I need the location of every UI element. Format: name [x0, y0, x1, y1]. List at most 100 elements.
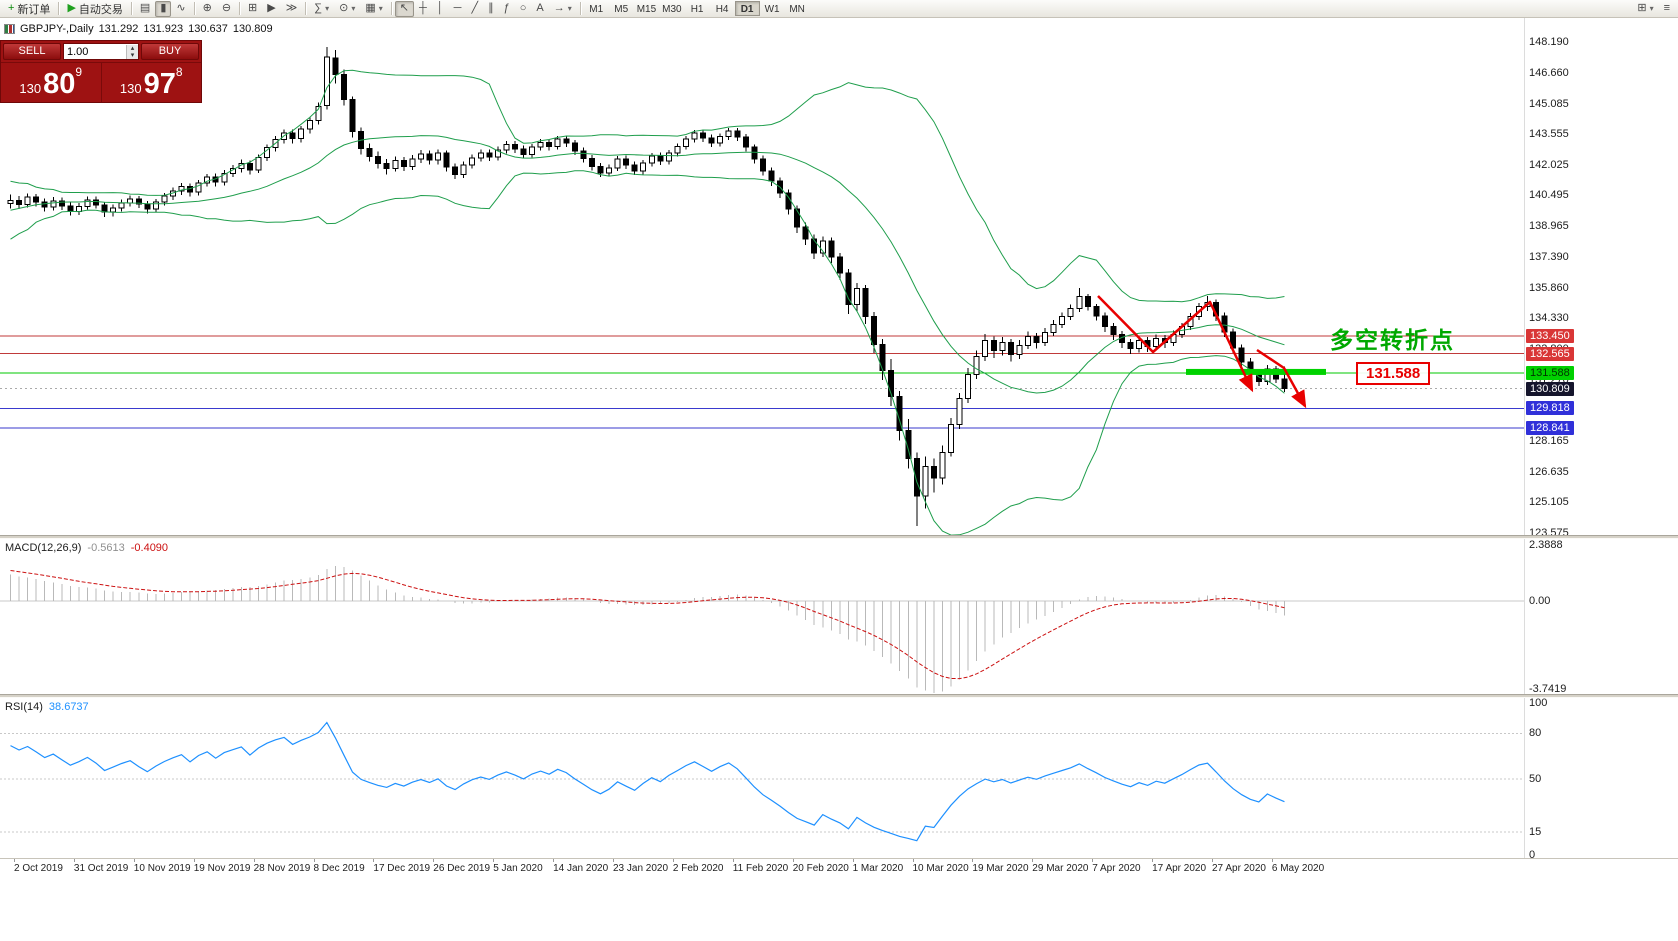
- time-label: 29 Mar 2020: [1032, 863, 1089, 874]
- lot-size-field[interactable]: ▴▾: [63, 43, 139, 60]
- trade-widget-prices: 130 80 9 130 97 8: [1, 62, 201, 102]
- price-axis[interactable]: 148.190 146.660 145.085 143.555 142.025 140.4…: [1524, 18, 1678, 539]
- macd-chart[interactable]: [0, 539, 1524, 694]
- autotrading-button-label: 自动交易: [78, 3, 123, 16]
- timeframe-button-h1[interactable]: H1: [690, 4, 704, 15]
- sell-price[interactable]: 130 80 9: [1, 63, 101, 102]
- fibonacci-button[interactable]: ƒ: [499, 1, 515, 17]
- autotrading-play-icon: ▶: [67, 2, 76, 14]
- time-label: 23 Jan 2020: [613, 863, 669, 874]
- zoom-out-button[interactable]: ⊖: [217, 1, 236, 17]
- clock-icon: ⊙: [339, 2, 349, 14]
- price-chart-pane[interactable]: GBPJPY-,Daily 131.292 131.923 130.637 13…: [0, 18, 1678, 539]
- timeframe-button-mn[interactable]: MN: [789, 4, 805, 15]
- time-label: 5 Jan 2020: [493, 863, 543, 874]
- zoom-in-button[interactable]: ⊕: [198, 1, 217, 17]
- timeframe-button-m5[interactable]: M5: [614, 4, 629, 15]
- auto-scroll-icon: ▶: [267, 2, 276, 14]
- autotrading-button[interactable]: ▶ 自动交易: [62, 1, 127, 17]
- bars-chart-button[interactable]: ▤: [135, 1, 155, 17]
- window-list-button[interactable]: ≡: [1659, 1, 1675, 17]
- cursor-button[interactable]: ↖: [394, 0, 414, 17]
- pane-divider[interactable]: [0, 535, 1678, 539]
- chevron-down-icon: ▾: [351, 4, 356, 13]
- time-label: 8 Dec 2019: [313, 863, 365, 874]
- chart-shift-button[interactable]: ≫: [281, 1, 303, 17]
- zoom-out-icon: ⊖: [221, 2, 232, 14]
- lot-size-input[interactable]: [64, 45, 126, 58]
- templates-button[interactable]: ▦ ▾: [360, 1, 387, 17]
- macd-tick-label: -3.7419: [1529, 682, 1567, 695]
- macd-histogram: [10, 566, 1285, 693]
- timeframe-button-h4[interactable]: H4: [715, 4, 729, 15]
- indicators-button[interactable]: ∑ ▾: [309, 1, 334, 17]
- tile-windows-icon: ⊞: [248, 2, 258, 14]
- channel-icon: ∥: [488, 2, 494, 14]
- pane-divider[interactable]: [0, 694, 1678, 698]
- trendline-button[interactable]: ╱: [466, 1, 483, 17]
- one-click-trading-panel: SELL ▴▾ BUY 130 80 9 130 97 8: [0, 40, 202, 103]
- price-tick-label: 146.660: [1529, 66, 1569, 79]
- trend-arrow[interactable]: [1097, 295, 1254, 393]
- time-label: 20 Feb 2020: [792, 863, 849, 874]
- time-axis[interactable]: 2 Oct 2019 31 Oct 2019 10 Nov 2019 19 Nov 2…: [0, 858, 1678, 878]
- chevron-down-icon: ▾: [325, 4, 330, 13]
- symbol-info-line: GBPJPY-,Daily 131.292 131.923 130.637 13…: [4, 23, 273, 35]
- bollinger-bands: [10, 69, 1285, 535]
- ohlc-open: 131.292: [98, 23, 139, 35]
- candlestick-chart[interactable]: [0, 18, 1524, 535]
- trend-arrow[interactable]: [1256, 348, 1307, 409]
- periods-button[interactable]: ⊙ ▾: [334, 1, 360, 17]
- macd-label: MACD(12,26,9) -0.5613 -0.4090: [5, 542, 168, 554]
- buy-price[interactable]: 130 97 8: [102, 63, 202, 102]
- auto-scroll-button[interactable]: ▶: [262, 1, 280, 17]
- rsi-value: 38.6737: [48, 701, 89, 713]
- tile-windows-button[interactable]: ⊞: [243, 1, 262, 17]
- channel-button[interactable]: ∥: [483, 1, 499, 17]
- vertical-line-button[interactable]: │: [432, 1, 449, 17]
- timeframe-button-m15[interactable]: M15: [636, 4, 657, 15]
- time-label: 19 Nov 2019: [193, 863, 251, 874]
- horizontal-line-button[interactable]: ─: [449, 1, 467, 17]
- arrows-button[interactable]: → ▾: [549, 1, 577, 17]
- turning-point-label[interactable]: 多空转折点: [1330, 327, 1455, 353]
- price-tick-label: 135.860: [1529, 281, 1569, 294]
- window-list-icon: ≡: [1663, 2, 1670, 14]
- spinner-up-icon[interactable]: ▴: [127, 44, 138, 52]
- time-label: 6 May 2020: [1271, 863, 1325, 874]
- time-label: 10 Mar 2020: [912, 863, 969, 874]
- time-tick: [1271, 859, 1273, 862]
- line-price-tag: 131.588: [1526, 366, 1574, 381]
- timeframe-button-d1[interactable]: D1: [734, 1, 760, 16]
- zoom-in-icon: ⊕: [202, 2, 212, 14]
- price-callout-box[interactable]: 131.588: [1356, 362, 1431, 385]
- time-tick: [912, 859, 914, 862]
- time-tick: [1212, 859, 1213, 862]
- new-order-button[interactable]: + 新订单: [3, 1, 55, 17]
- sell-button[interactable]: SELL: [3, 43, 61, 60]
- line-chart-button[interactable]: ∿: [171, 1, 190, 17]
- trend-annotations[interactable]: [1097, 295, 1326, 409]
- shapes-button[interactable]: ○: [515, 1, 532, 17]
- spinner-down-icon[interactable]: ▾: [127, 51, 138, 59]
- candles-chart-button[interactable]: ▮: [155, 0, 172, 17]
- crosshair-button[interactable]: ┼: [414, 1, 432, 17]
- rsi-chart[interactable]: [0, 698, 1524, 858]
- new-chart-button[interactable]: ⊞ ▾: [1632, 1, 1658, 17]
- rsi-axis[interactable]: 100 80 50 15 0: [1524, 697, 1678, 861]
- time-tick: [852, 859, 854, 862]
- lot-spinner[interactable]: ▴ ▾: [126, 44, 138, 59]
- time-label: 2 Oct 2019: [14, 863, 63, 874]
- text-button[interactable]: A: [531, 1, 548, 17]
- macd-pane[interactable]: MACD(12,26,9) -0.5613 -0.4090 2.3888 0.00…: [0, 539, 1678, 695]
- support-zone-bar[interactable]: [1186, 368, 1326, 375]
- time-tick: [253, 859, 255, 862]
- new-order-icon: +: [8, 2, 15, 14]
- timeframe-button-m30[interactable]: M30: [662, 4, 682, 15]
- buy-button[interactable]: BUY: [141, 43, 199, 60]
- rsi-pane[interactable]: RSI(14) 38.6737 100 80 50 15 0: [0, 697, 1678, 861]
- macd-axis[interactable]: 2.3888 0.00 -3.7419: [1524, 539, 1678, 695]
- ohlc-low: 130.637: [188, 23, 228, 35]
- timeframe-button-m1[interactable]: M1: [589, 4, 604, 15]
- timeframe-button-w1[interactable]: W1: [764, 4, 780, 15]
